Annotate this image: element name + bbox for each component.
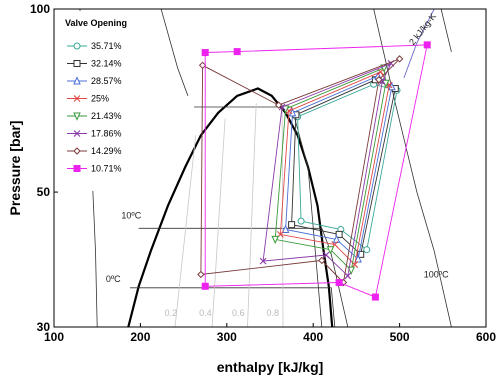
isotherm-10-line xyxy=(138,227,349,327)
x-tick-label: 400 xyxy=(303,330,323,344)
y-tick-label: 50 xyxy=(37,185,51,199)
data-point xyxy=(274,101,283,109)
data-point xyxy=(297,217,305,225)
x-tick-label: 600 xyxy=(476,330,496,344)
series-14-29pct xyxy=(197,55,404,287)
isotherm-right-line xyxy=(440,9,452,52)
isotherm-label: 100ºC xyxy=(424,269,449,279)
series-line xyxy=(200,58,400,284)
x-axis-label: enthalpy [kJ/kg] xyxy=(217,359,324,375)
data-point xyxy=(281,224,290,233)
legend-box xyxy=(59,11,159,191)
x-tick-label: 100 xyxy=(44,330,64,344)
x-tick-label: 300 xyxy=(217,330,237,344)
quality-line xyxy=(211,118,226,327)
legend-entry-label: 25% xyxy=(91,94,109,104)
quality-line xyxy=(281,103,284,327)
legend-swatch-marker xyxy=(73,76,81,85)
data-point xyxy=(233,48,241,56)
legend-entry-label: 21.43% xyxy=(91,111,122,121)
quality-label: 0.8 xyxy=(267,308,280,318)
isotherm-25-line xyxy=(160,9,189,96)
saturation-dome xyxy=(79,9,452,327)
saturation-curve xyxy=(127,87,334,327)
legend-entry-label: 14.29% xyxy=(91,146,122,156)
data-point xyxy=(326,246,335,255)
data-point xyxy=(395,55,404,63)
legend-entry-label: 10.71% xyxy=(91,164,122,174)
y-tick-label: 30 xyxy=(37,320,51,334)
data-point xyxy=(201,49,209,57)
isotherm-0-line xyxy=(130,287,336,327)
data-point xyxy=(423,41,431,49)
data-point xyxy=(375,76,383,84)
data-point xyxy=(271,235,279,245)
series-10-71pct xyxy=(201,41,431,301)
plot-frame xyxy=(53,8,487,328)
legend-swatch-marker xyxy=(73,147,81,155)
legend-entry-label: 28.57% xyxy=(91,76,122,86)
legend-swatch-marker xyxy=(73,95,81,102)
data-point xyxy=(335,279,343,287)
quality-line xyxy=(247,103,257,327)
legend-title: Valve Opening xyxy=(65,18,127,28)
legend-entry-label: 35.71% xyxy=(91,41,122,51)
data-point xyxy=(363,246,371,254)
data-point xyxy=(322,251,330,259)
isentrope-line xyxy=(403,9,435,79)
data-point xyxy=(197,270,205,279)
isotherm-label: 10ºC xyxy=(121,211,141,221)
legend-swatch-marker xyxy=(73,112,81,121)
quality-label: 0.4 xyxy=(199,308,212,318)
data-point xyxy=(357,250,365,258)
legend-swatch-marker xyxy=(73,60,81,67)
isotherm-100-line xyxy=(373,9,452,327)
isotherm-label: 0ºC xyxy=(106,274,121,284)
data-point xyxy=(259,257,267,265)
y-axis-label: Pressure [bar] xyxy=(7,121,23,216)
data-point xyxy=(354,254,362,263)
legend-swatch-marker xyxy=(73,165,81,172)
quality-line xyxy=(174,135,197,327)
data-point xyxy=(198,61,207,70)
x-tick-label: 200 xyxy=(130,330,150,344)
data-point xyxy=(347,266,355,275)
quality-label: 0.2 xyxy=(165,308,178,318)
data-point xyxy=(371,293,379,301)
data-point xyxy=(288,221,296,229)
legend-entry-label: 32.14% xyxy=(91,59,122,69)
legend: Valve Opening 35.71% 32.14% 28.57% 25% 21.43%… xyxy=(59,11,159,191)
quality-label: 0.6 xyxy=(232,308,245,318)
data-point xyxy=(318,256,326,265)
legend-swatch-marker xyxy=(73,130,81,137)
series-layer xyxy=(197,41,431,301)
legend-swatch-marker xyxy=(73,42,81,50)
axes-layer: 100 200 300 400 500 600 30 50 100 enthalpy [kJ/kg… xyxy=(7,2,496,375)
x-tick-label: 500 xyxy=(390,330,410,344)
data-point xyxy=(201,282,209,290)
data-point xyxy=(344,272,352,280)
data-point xyxy=(335,230,343,238)
legend-entry-label: 17.86% xyxy=(91,129,122,139)
y-tick-label: 100 xyxy=(30,2,50,16)
